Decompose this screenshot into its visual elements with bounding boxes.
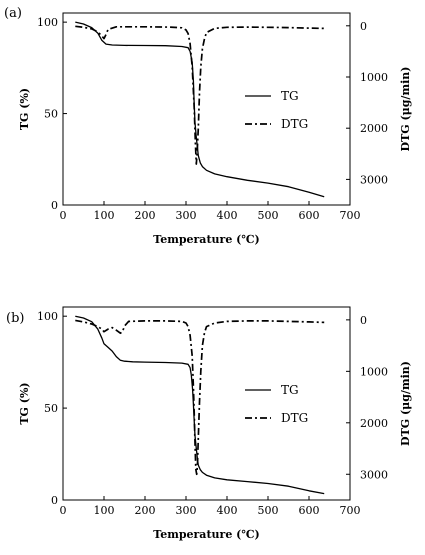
x-axis-title: Temperature (℃) (153, 528, 259, 541)
x-tick-label: 0 (60, 504, 67, 517)
x-tick-label: 100 (94, 504, 115, 517)
x-tick-label: 100 (94, 209, 115, 222)
legend-label-tg: TG (281, 89, 299, 103)
y-tick-label: 100 (37, 16, 58, 29)
y-axis-title: TG (%) (18, 382, 31, 424)
x-tick-label: 500 (258, 209, 279, 222)
x-tick-label: 200 (135, 209, 156, 222)
series-line-dtg (75, 25, 325, 165)
x-tick-label: 400 (217, 504, 238, 517)
y2-tick-label: 0 (360, 20, 367, 33)
x-axis-title: Temperature (℃) (153, 233, 259, 246)
x-tick-label: 400 (217, 209, 238, 222)
y2-tick-label: 1000 (360, 71, 388, 84)
y2-tick-label: 2000 (360, 122, 388, 135)
y2-axis-title: DTG (μg/min) (399, 361, 412, 446)
x-tick-label: 300 (176, 209, 197, 222)
legend-label-dtg: DTG (281, 117, 308, 131)
x-tick-label: 300 (176, 504, 197, 517)
y-tick-label: 0 (51, 199, 58, 212)
x-tick-label: 600 (299, 504, 320, 517)
y-tick-label: 100 (37, 310, 58, 323)
x-tick-label: 200 (135, 504, 156, 517)
x-tick-label: 700 (340, 209, 361, 222)
y-tick-label: 0 (51, 494, 58, 507)
y2-tick-label: 3000 (360, 468, 388, 481)
panel-label: (b) (6, 311, 24, 326)
y2-tick-label: 0 (360, 314, 367, 327)
y-axis-title: TG (%) (18, 88, 31, 130)
y2-axis-title: DTG (μg/min) (399, 67, 412, 152)
y-tick-label: 50 (44, 108, 58, 121)
x-tick-label: 500 (258, 504, 279, 517)
x-tick-label: 700 (340, 504, 361, 517)
y-tick-label: 50 (44, 402, 58, 415)
y2-tick-label: 2000 (360, 417, 388, 430)
panel-label: (a) (4, 6, 22, 21)
x-tick-label: 0 (60, 209, 67, 222)
series-line-dtg (75, 319, 325, 476)
plot-frame (62, 12, 351, 206)
legend-label-tg: TG (281, 383, 299, 397)
y2-tick-label: 3000 (360, 173, 388, 186)
legend-label-dtg: DTG (281, 411, 308, 425)
plot-frame (62, 306, 351, 501)
x-tick-label: 600 (299, 209, 320, 222)
series-line-tg (75, 315, 325, 495)
y2-tick-label: 1000 (360, 365, 388, 378)
